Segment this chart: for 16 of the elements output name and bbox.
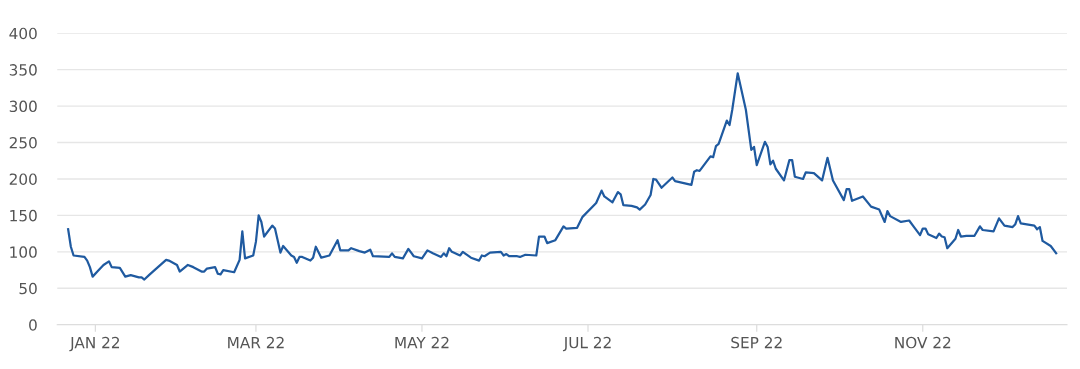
y-tick-label: 300 xyxy=(9,100,37,113)
x-tick-label: SEP 22 xyxy=(731,336,782,349)
x-tick-label: JAN 22 xyxy=(69,336,120,352)
y-tick-label: 250 xyxy=(9,136,37,149)
x-tick-label: MAY 22 xyxy=(395,336,449,349)
y-tick-label: 100 xyxy=(10,246,37,258)
y-tick-label: 200 xyxy=(9,173,37,185)
y-tick-label: 350 xyxy=(9,64,37,76)
y-tick-label: 0 xyxy=(29,319,37,331)
x-tick-label: NOV 22 xyxy=(895,336,951,349)
line-series xyxy=(67,72,1058,281)
x-tick-label: JUL 22 xyxy=(562,336,611,352)
y-tick-label: 400 xyxy=(9,27,37,40)
y-tick-label: 50 xyxy=(19,282,37,295)
y-tick-label: 150 xyxy=(10,209,37,222)
x-tick-label: MAR 22 xyxy=(228,336,284,349)
